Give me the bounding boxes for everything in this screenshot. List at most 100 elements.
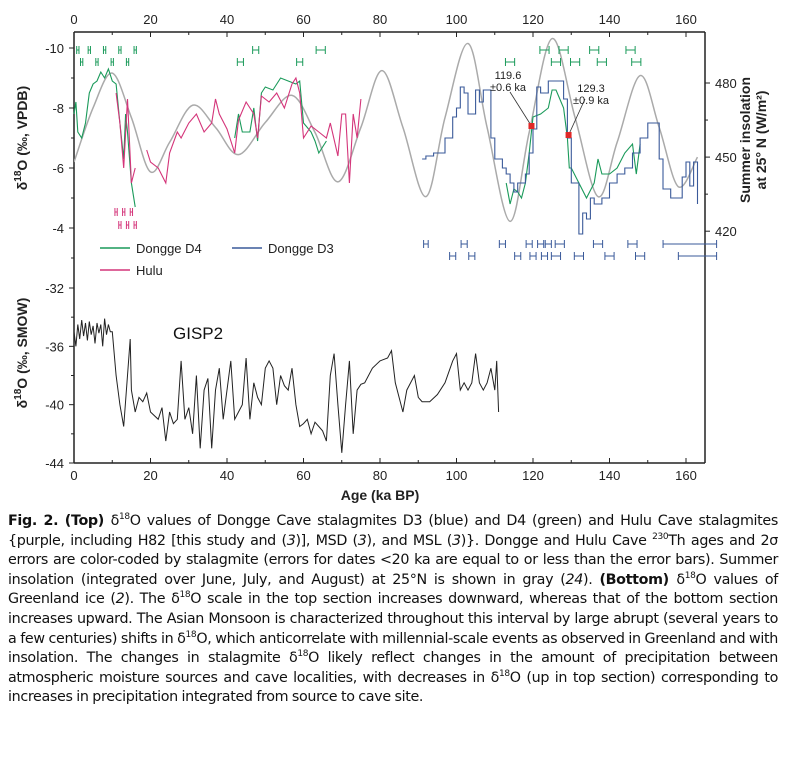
bottom-y-axis-label-delta: δ [14,400,30,409]
age-error-bar-dongge-d4 [625,46,636,54]
top-y-axis-label-delta: δ [14,182,30,191]
top-x-tick-label: 60 [296,12,310,27]
top-y-axis-label: δ18O (‰, VPDB) [13,86,30,190]
top-y-tick-label: -6 [52,161,64,176]
right-y-axis-label-line2: at 25° N (W/m²) [753,91,769,190]
annotation-age: 129.3 [577,83,605,95]
top-y-tick-label: -10 [45,41,64,56]
age-error-bar-hulu [122,208,126,216]
age-error-bar-dongge-d4 [95,58,99,66]
annotation-error: ±0.9 ka [573,95,610,107]
bottom-x-tick-label: 60 [296,468,310,483]
age-error-bar-dongge-d4 [133,46,137,54]
age-error-bar-dongge-d4 [550,58,562,66]
insolation-line [74,37,699,223]
caption-segment: δ [110,513,120,529]
caption-segment: 18 [118,512,130,523]
top-y-axis-label-rest: O (‰, VPDB) [14,86,30,171]
age-error-bar-dongge-d3 [544,240,552,248]
age-error-bar-dongge-d4 [76,46,80,54]
age-error-bar-dongge-d3 [662,240,718,248]
annotation-age: 119.6 [495,70,522,82]
caption-segment: ). The δ [124,591,180,608]
age-error-bar-hulu [118,221,122,229]
series-line-dongge-d4 [73,67,641,208]
age-error-bar-dongge-d3 [573,252,584,260]
age-error-bar-dongge-d4 [236,58,244,66]
top-x-tick-label: 160 [675,12,697,27]
age-error-bar-dongge-d4 [87,46,91,54]
bottom-x-tick-label: 120 [522,468,544,483]
age-error-bar-hulu [125,221,130,229]
age-error-bar-dongge-d4 [110,58,114,66]
caption-segment: 18 [684,571,696,582]
legend-label: Hulu [136,263,163,278]
age-error-bar-dongge-d3 [468,252,476,260]
caption-segment: )], MSD ( [295,532,358,549]
age-error-bar-dongge-d4 [631,58,642,66]
age-error-bar-hulu [133,221,137,229]
age-error-bar-dongge-d3 [498,240,506,248]
annotation-leader [568,98,586,136]
x-axis-label: Age (ka BP) [341,487,420,503]
bottom-y-axis-label: δ18O (‰, SMOW) [13,298,30,409]
annotation-error: ±0.6 ka [490,82,527,94]
top-y-tick-label: -8 [52,101,64,116]
caption-segment: O values of Greenland ice ( [8,571,778,608]
age-error-bar-dongge-d4 [596,58,607,66]
age-error-bar-dongge-d3 [635,252,646,260]
age-error-bar-dongge-d4 [102,46,107,54]
top-x-tick-label: 0 [70,12,77,27]
series-line-gisp2 [73,318,500,453]
age-error-bar-dongge-d3 [550,252,562,260]
caption-segment: 18 [297,649,309,660]
gisp2-label: GISP2 [173,324,223,343]
age-error-bar-dongge-d3 [460,240,468,248]
top-y-axis-label-sup: 18 [13,170,24,182]
age-error-bar-dongge-d4 [539,46,550,54]
caption-segment: 24 [565,571,583,588]
age-error-bar-dongge-d3 [604,252,615,260]
figure-2: 0 20 40 60 80 100 120 140 160 0 20 40 60 80 100 120 140 1… [13,12,769,503]
age-error-bar-hulu [129,208,134,216]
age-error-bar-hulu [114,208,118,216]
age-error-bar-dongge-d3 [423,240,429,248]
age-error-bar-dongge-d3 [449,252,457,260]
caption-segment: Th ages and 2σ errors are color-coded by… [8,532,778,588]
age-error-bar-dongge-d4 [296,58,304,66]
caption-segment: 18 [185,629,197,640]
age-error-bar-dongge-d4 [569,58,581,66]
age-error-bar-dongge-d4 [125,58,130,66]
caption-segment: 18 [179,590,191,601]
caption-segment: ). [582,571,600,588]
caption-segment: O (up in top section) corresponding to i… [8,669,778,706]
caption-segment: 230 [652,531,669,542]
top-y-tick-label: -4 [52,221,64,236]
caption-segment: (Bottom) [599,571,677,588]
caption-segment: O likely reflect changes in the amount o… [8,650,778,686]
right-y-tick-label: 420 [715,224,737,239]
caption-segment: δ [676,571,685,588]
bottom-x-tick-label: 0 [70,468,77,483]
age-error-bar-dongge-d4 [252,46,260,54]
age-error-bar-dongge-d3 [627,240,638,248]
caption-segment: 3 [286,532,296,549]
age-error-bar-dongge-d4 [558,46,569,54]
age-error-bar-dongge-d4 [504,58,516,66]
caption-segment: )}. Dongge and Hulu Cave [460,532,653,549]
caption-segment: 3 [357,532,367,549]
age-error-bar-dongge-d3 [677,252,718,260]
caption-segment: O, which anticorrelate with millennial-s… [8,630,778,667]
series-line-dongge-d3 [422,80,699,235]
right-y-tick-label: 480 [715,76,737,91]
right-y-axis-label-line1: Summer insolation [737,77,753,203]
top-x-tick-label: 140 [599,12,621,27]
caption-segment: O values of Dongge Cave stalagmites D3 (… [8,513,778,549]
bottom-y-axis-label-rest: O (‰, SMOW) [14,298,30,389]
top-x-tick-label: 20 [143,12,157,27]
bottom-y-tick-label: -44 [45,456,64,471]
top-x-tick-label: 40 [220,12,234,27]
caption-segment: 3 [451,532,461,549]
top-x-tick-label: 100 [446,12,468,27]
series-line-hulu [115,76,362,185]
